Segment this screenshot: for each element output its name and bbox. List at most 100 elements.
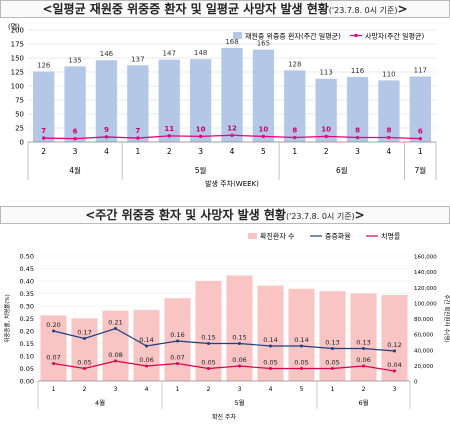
fatality-value-label: 0.05: [263, 359, 277, 367]
cases-bar: [40, 315, 67, 381]
fatality-value-label: 0.05: [77, 359, 91, 367]
bar-value-label: 165: [257, 40, 270, 48]
month-label: 7월: [414, 165, 426, 175]
deaths-value-label: 11: [164, 125, 174, 133]
severity-line: [53, 327, 395, 352]
y-tick-label: 125: [11, 69, 24, 77]
y-left-tick-label: 0.50: [20, 253, 34, 261]
y-right-tick-label: 0: [414, 380, 418, 386]
cases-bar: [257, 285, 284, 381]
severity-point: [176, 339, 179, 343]
bar-value-label: 113: [319, 69, 332, 77]
x-tick-label: 2: [362, 386, 366, 393]
bar-value-label: 117: [414, 66, 427, 74]
top-chart-title: <일평균 재원중 위중증 환자 및 일평균 사망자 발생 현황('23.7.8.…: [0, 0, 450, 18]
cases-bar: [226, 275, 253, 381]
x-tick-label: 3: [393, 386, 397, 393]
x-tick-label: 3: [73, 147, 78, 156]
x-tick-label: 1: [176, 386, 180, 393]
deaths-value-label: 6: [73, 128, 78, 136]
y-left-tick-label: 0.20: [20, 328, 34, 336]
top-chart-title-close: >: [397, 2, 408, 16]
y-left-tick-label: 0.30: [20, 303, 34, 311]
deaths-point: [324, 134, 328, 139]
y-right-axis-title: 주간 확진환자 수(명): [443, 294, 450, 342]
severity-point: [114, 327, 117, 330]
y-tick-label: 175: [11, 41, 24, 49]
severity-point: [300, 344, 303, 348]
x-tick-label: 1: [331, 386, 335, 393]
deaths-value-label: 10: [259, 125, 269, 133]
x-tick-label: 3: [355, 147, 360, 156]
cases-bar: [288, 288, 315, 381]
x-tick-label: 3: [114, 386, 118, 393]
fatality-point: [300, 367, 303, 370]
bar: [189, 59, 212, 143]
severity-value-label: 0.14: [139, 336, 153, 344]
fatality-value-label: 0.07: [170, 354, 184, 362]
bar: [252, 49, 275, 142]
bar: [284, 70, 306, 142]
x-tick-label: 3: [238, 386, 242, 393]
x-tick-label: 3: [198, 147, 203, 156]
severity-point: [145, 344, 148, 348]
fatality-point: [114, 359, 117, 363]
deaths-point: [230, 133, 234, 137]
bar: [315, 78, 337, 142]
month-label: 5월: [195, 165, 207, 175]
bar-value-label: 135: [68, 56, 81, 64]
x-tick-label: 1: [52, 386, 56, 393]
deaths-value-label: 12: [227, 124, 237, 132]
deaths-value-label: 8: [292, 127, 297, 135]
deaths-point: [73, 136, 77, 141]
deaths-value-label: 6: [418, 128, 423, 136]
severity-point: [83, 337, 86, 340]
deaths-point: [198, 134, 203, 139]
deaths-value-label: 7: [135, 127, 140, 135]
legend-swatch-marker: [354, 33, 358, 38]
y-tick-label: 25: [15, 125, 24, 133]
fatality-point: [83, 367, 86, 370]
fatality-point: [331, 367, 334, 370]
y-right-tick-label: 120,000: [414, 286, 437, 292]
bar: [127, 65, 149, 142]
x-tick-label: 4: [230, 147, 235, 156]
x-tick-label: 4: [387, 147, 392, 156]
severity-value-label: 0.14: [294, 336, 308, 344]
x-tick-label: 4: [269, 386, 273, 393]
x-tick-label: 1: [418, 147, 423, 156]
fatality-point: [393, 369, 396, 373]
severity-point: [269, 344, 272, 348]
month-label: 4월: [95, 398, 105, 407]
bar-value-label: 137: [131, 55, 144, 63]
x-tick-label: 5: [261, 147, 266, 156]
bar-value-label: 116: [351, 67, 365, 75]
deaths-point: [167, 134, 171, 138]
bar-value-label: 110: [382, 70, 395, 78]
severity-value-label: 0.14: [263, 336, 277, 344]
bar: [64, 66, 86, 142]
fatality-point: [207, 367, 210, 370]
severity-value-label: 0.15: [232, 334, 246, 342]
legend-label-line: 사망자(주간 일평균): [365, 32, 424, 41]
x-axis-title: 발생 주차(WEEK): [205, 179, 259, 188]
bottom-chart-title-close: >: [354, 208, 365, 222]
deaths-value-label: 10: [321, 125, 331, 133]
deaths-point: [418, 136, 423, 141]
month-label: 6월: [336, 165, 348, 175]
deaths-point: [104, 135, 109, 139]
bar: [158, 59, 180, 142]
bar-value-label: 168: [225, 38, 238, 46]
deaths-value-label: 8: [355, 127, 360, 135]
fatality-value-label: 0.05: [294, 359, 308, 367]
legend-label-cases: 확진환자 수: [260, 232, 295, 241]
fatality-line: [53, 360, 395, 372]
severity-value-label: 0.16: [170, 331, 184, 339]
x-tick-label: 5: [300, 386, 304, 393]
top-chart-title-note: ('23.7.8. 0시 기준): [328, 6, 398, 15]
severity-value-label: 0.17: [77, 329, 91, 337]
y-left-tick-label: 0.05: [20, 365, 34, 373]
fatality-point: [362, 364, 365, 368]
bar: [33, 71, 55, 142]
severity-point: [207, 342, 210, 345]
